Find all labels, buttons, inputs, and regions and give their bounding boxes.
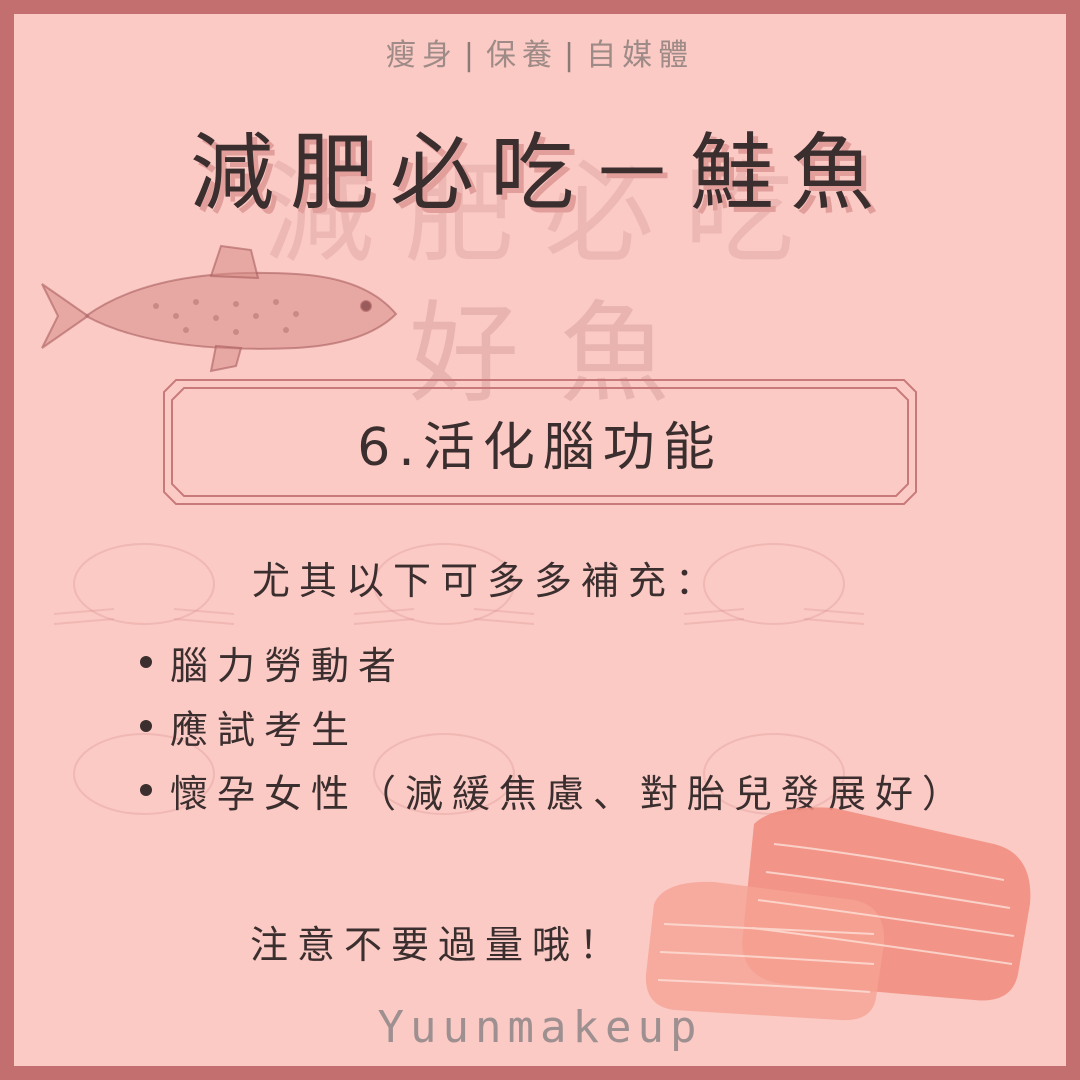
tagline: 瘦身 | 保養 | 自媒體 (14, 30, 1066, 74)
section-heading-frame: 6.活化腦功能 (162, 378, 918, 506)
tagline-separator: | (463, 38, 480, 73)
post-card: 減肥必吃 好魚 瘦身 | 保養 | 自媒體 減肥必吃－鮭魚 6.活化腦功能 尤其以下可多… (14, 14, 1066, 1066)
section-heading: 6.活化腦功能 (357, 417, 723, 478)
watermark-text-top: 減肥必吃 (264, 150, 824, 278)
tagline-separator: | (564, 38, 581, 73)
frame-border (163, 379, 917, 505)
tagline-item: 瘦身 (385, 38, 458, 73)
watermark-text-bottom: 好魚 (409, 290, 709, 418)
list-item-text: 腦力勞動者 (170, 643, 406, 688)
page-title: 減肥必吃－鮭魚 (189, 124, 890, 222)
intro-text: 尤其以下可多多補充： (252, 559, 723, 603)
bullet-icon (140, 784, 152, 796)
salmon-fillet-icon (645, 807, 1031, 1021)
bullet-icon (140, 656, 152, 668)
tagline-item: 自媒體 (586, 38, 695, 73)
list-item-text: 應試考生 (170, 707, 359, 752)
note-text: 注意不要過量哦！ (250, 923, 627, 967)
bullet-icon (140, 720, 152, 732)
list-item: 應試考生 (140, 694, 969, 758)
list-item: 腦力勞動者 (140, 630, 969, 694)
tagline-item: 保養 (486, 38, 558, 73)
signature-text: Yuunmakeup (377, 1002, 703, 1053)
cat-pattern-background (53, 543, 865, 815)
bullet-list: 腦力勞動者 應試考生 懷孕女性（減緩焦慮、對胎兒發展好） (140, 630, 969, 822)
fish-illustration-icon (41, 244, 398, 373)
